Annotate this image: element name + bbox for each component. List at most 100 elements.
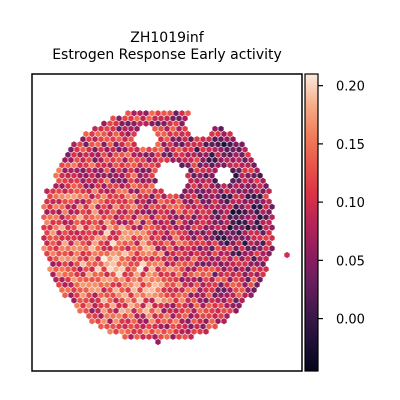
spot bbox=[194, 198, 200, 205]
plot-frame bbox=[31, 73, 303, 372]
spot bbox=[107, 328, 113, 335]
spot bbox=[122, 208, 128, 216]
spot bbox=[98, 125, 104, 132]
spot bbox=[200, 219, 206, 226]
spot bbox=[194, 292, 200, 299]
spot bbox=[74, 281, 80, 288]
spot bbox=[146, 250, 152, 257]
spot bbox=[95, 286, 101, 294]
spot bbox=[269, 214, 275, 221]
spot bbox=[263, 193, 269, 200]
spot bbox=[77, 266, 83, 273]
spot bbox=[137, 214, 143, 221]
spot bbox=[158, 136, 164, 143]
spot bbox=[62, 260, 68, 268]
spot bbox=[260, 208, 266, 216]
spot bbox=[230, 198, 236, 205]
spot bbox=[221, 255, 227, 262]
spot bbox=[185, 130, 191, 138]
spot bbox=[170, 292, 176, 299]
spot bbox=[65, 193, 71, 200]
spot bbox=[68, 156, 74, 164]
spot bbox=[239, 193, 245, 200]
spot bbox=[206, 302, 212, 309]
spot bbox=[236, 198, 242, 205]
spot bbox=[131, 182, 137, 190]
spot bbox=[251, 224, 257, 231]
spot bbox=[146, 229, 152, 236]
spot bbox=[206, 292, 212, 299]
spot bbox=[203, 162, 209, 169]
spot bbox=[116, 229, 122, 236]
spot bbox=[131, 328, 137, 335]
spot bbox=[248, 271, 254, 278]
spot bbox=[224, 229, 230, 236]
spot bbox=[68, 198, 74, 205]
spot bbox=[200, 167, 206, 174]
spot bbox=[110, 208, 116, 216]
spot bbox=[119, 245, 125, 252]
spot bbox=[98, 146, 104, 153]
spot bbox=[101, 245, 107, 252]
spot bbox=[125, 255, 131, 262]
spot bbox=[209, 214, 215, 221]
spot bbox=[68, 188, 74, 195]
spot bbox=[266, 188, 272, 195]
spot bbox=[131, 276, 137, 283]
spot bbox=[194, 188, 200, 195]
spot bbox=[140, 167, 146, 174]
spot bbox=[209, 130, 215, 138]
spot bbox=[125, 141, 131, 148]
spot bbox=[149, 172, 155, 179]
spot bbox=[200, 302, 206, 309]
spot bbox=[146, 146, 152, 153]
spot bbox=[206, 146, 212, 153]
spot bbox=[221, 203, 227, 210]
colorbar-tick-label: 0.15 bbox=[336, 138, 365, 153]
spot bbox=[158, 115, 164, 122]
spot bbox=[113, 172, 119, 179]
spot bbox=[125, 203, 131, 210]
spot bbox=[113, 203, 119, 210]
spot bbox=[224, 219, 230, 226]
spot bbox=[104, 188, 110, 195]
spot bbox=[251, 234, 257, 242]
spot bbox=[107, 182, 113, 190]
spot bbox=[227, 266, 233, 273]
spot bbox=[266, 198, 272, 205]
spot bbox=[134, 156, 140, 164]
spot bbox=[209, 203, 215, 210]
spot bbox=[101, 120, 107, 127]
spot bbox=[113, 234, 119, 242]
spot bbox=[242, 177, 248, 184]
spot bbox=[89, 224, 95, 231]
spot bbox=[239, 286, 245, 294]
spot bbox=[143, 193, 149, 200]
spot bbox=[134, 198, 140, 205]
spot bbox=[236, 292, 242, 299]
spot bbox=[215, 182, 221, 190]
spot bbox=[140, 156, 146, 164]
spot bbox=[122, 188, 128, 195]
spot bbox=[98, 177, 104, 184]
spot bbox=[227, 141, 233, 148]
spot bbox=[125, 234, 131, 242]
spot bbox=[104, 271, 110, 278]
spot bbox=[230, 240, 236, 247]
spot bbox=[98, 312, 104, 320]
spot bbox=[212, 167, 218, 174]
spot bbox=[263, 224, 269, 231]
spot bbox=[176, 115, 182, 122]
spot bbox=[182, 292, 188, 299]
spot bbox=[248, 250, 254, 257]
spot bbox=[101, 151, 107, 158]
spot bbox=[155, 276, 161, 283]
spot bbox=[101, 203, 107, 210]
spot bbox=[71, 297, 77, 304]
spot bbox=[236, 271, 242, 278]
spot bbox=[236, 167, 242, 174]
spot bbox=[173, 245, 179, 252]
spot bbox=[179, 203, 185, 210]
spot bbox=[152, 146, 158, 153]
spot bbox=[212, 146, 218, 153]
